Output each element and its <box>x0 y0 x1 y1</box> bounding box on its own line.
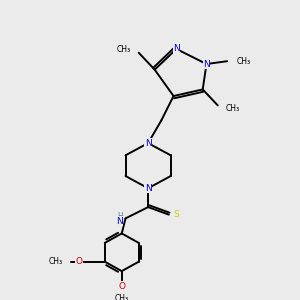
Text: O: O <box>75 257 82 266</box>
Text: N: N <box>145 184 152 193</box>
Text: CH₃: CH₃ <box>225 104 239 113</box>
Text: CH₃: CH₃ <box>48 257 62 266</box>
Text: CH₃: CH₃ <box>237 57 251 66</box>
Text: CH₃: CH₃ <box>117 45 131 54</box>
Text: N: N <box>145 139 152 148</box>
Text: H: H <box>117 212 123 221</box>
Text: N: N <box>173 44 180 53</box>
Text: CH₃: CH₃ <box>115 294 129 300</box>
Text: O: O <box>118 282 125 291</box>
Text: S: S <box>173 210 179 219</box>
Text: N: N <box>203 59 210 68</box>
Text: N: N <box>116 217 123 226</box>
